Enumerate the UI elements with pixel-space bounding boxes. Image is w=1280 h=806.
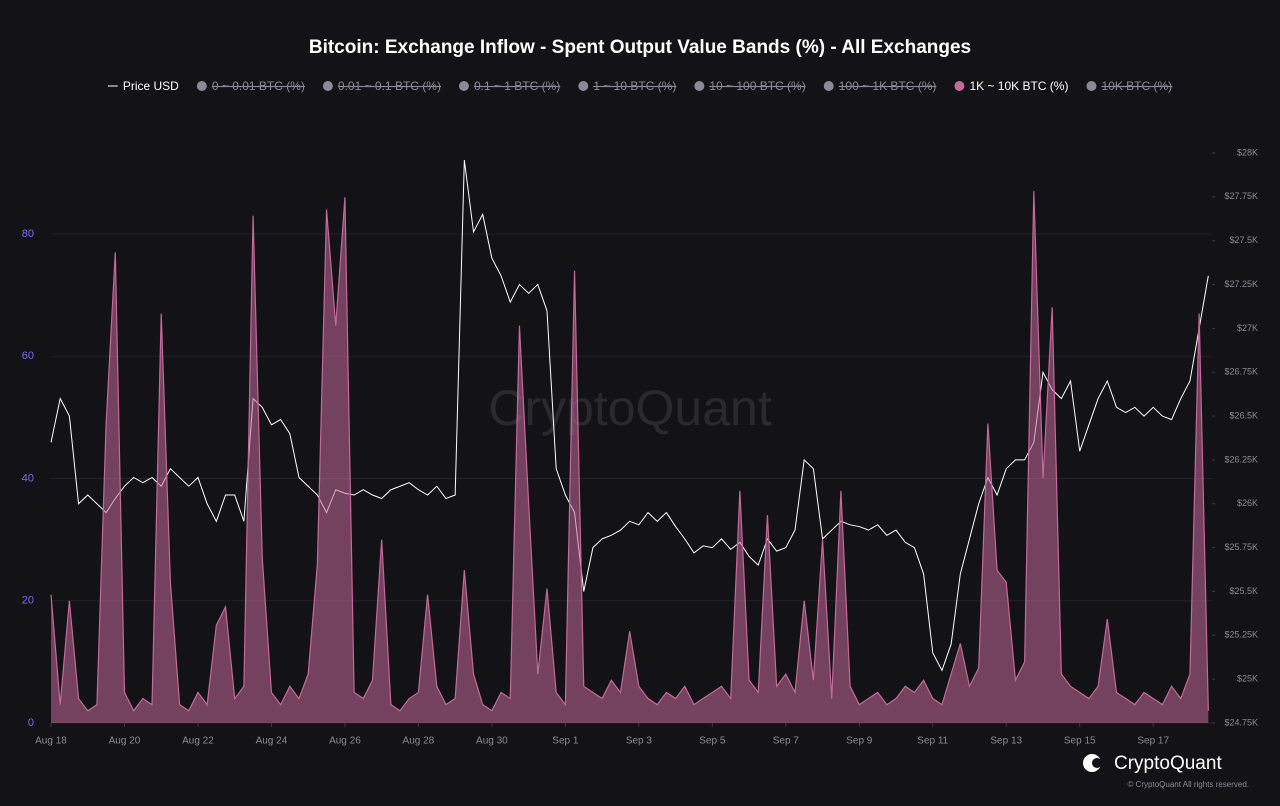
- legend-item[interactable]: 0 ~ 0.01 BTC (%): [196, 79, 305, 93]
- legend-item[interactable]: Price USD: [107, 79, 179, 93]
- y2-tick-label: $25.25K: [1224, 630, 1258, 640]
- legend-swatch: [823, 81, 834, 91]
- y-tick-label: 40: [22, 472, 34, 484]
- y2-tick-label: $26.5K: [1229, 410, 1258, 420]
- legend-item[interactable]: 10K BTC (%): [1086, 79, 1172, 93]
- x-tick-label: Sep 9: [846, 736, 873, 747]
- x-tick-label: Aug 22: [182, 736, 214, 747]
- y-tick-label: 80: [22, 228, 34, 240]
- watermark: CryptoQuant: [488, 380, 772, 436]
- legend-label: 100 ~ 1K BTC (%): [839, 79, 937, 93]
- x-tick-label: Sep 13: [990, 736, 1022, 747]
- legend-label: 1K ~ 10K BTC (%): [969, 79, 1068, 93]
- legend-item[interactable]: 1 ~ 10 BTC (%): [578, 79, 676, 93]
- x-tick-label: Sep 1: [552, 736, 579, 747]
- legend-label: 10K BTC (%): [1101, 79, 1172, 93]
- x-tick-label: Sep 17: [1137, 736, 1169, 747]
- legend-item[interactable]: 100 ~ 1K BTC (%): [823, 79, 937, 93]
- x-tick-label: Aug 26: [329, 736, 361, 747]
- y-tick-label: 0: [28, 717, 34, 729]
- x-tick-label: Sep 15: [1064, 736, 1096, 747]
- y-tick-label: 20: [22, 595, 34, 607]
- x-tick-label: Aug 24: [256, 736, 288, 747]
- legend-label: 0.01 ~ 0.1 BTC (%): [338, 79, 441, 93]
- legend-swatch: [954, 81, 965, 91]
- y2-tick-label: $27.5K: [1229, 235, 1258, 245]
- y2-tick-label: $27.25K: [1224, 279, 1258, 289]
- legend-swatch: [694, 81, 705, 91]
- x-tick-label: Aug 30: [476, 736, 508, 747]
- legend-label: 0.1 ~ 1 BTC (%): [474, 79, 560, 93]
- y2-tick-label: $27.75K: [1224, 191, 1258, 201]
- legend-item[interactable]: 10 ~ 100 BTC (%): [694, 79, 806, 93]
- y2-tick-label: $27K: [1237, 323, 1258, 333]
- y2-tick-label: $25.5K: [1229, 586, 1258, 596]
- y2-tick-label: $28K: [1237, 147, 1258, 157]
- x-tick-label: Sep 7: [773, 736, 800, 747]
- legend-label: 1 ~ 10 BTC (%): [593, 79, 676, 93]
- legend-label: Price USD: [123, 79, 179, 93]
- brand-name: CryptoQuant: [1114, 753, 1222, 774]
- x-tick-label: Sep 3: [626, 736, 653, 747]
- legend-label: 10 ~ 100 BTC (%): [709, 79, 805, 93]
- x-tick-label: Aug 18: [35, 736, 67, 747]
- legend-swatch: [578, 81, 589, 91]
- legend-item[interactable]: 1K ~ 10K BTC (%): [954, 79, 1068, 93]
- legend-swatch: [458, 81, 469, 91]
- legend-label: 0 ~ 0.01 BTC (%): [212, 79, 305, 93]
- inflow-area: [51, 191, 1209, 723]
- chart-title: Bitcoin: Exchange Inflow - Spent Output …: [309, 37, 971, 58]
- copyright: © CryptoQuant All rights reserved.: [1128, 780, 1250, 789]
- y2-tick-label: $26.25K: [1224, 454, 1258, 464]
- y2-tick-label: $24.75K: [1224, 717, 1258, 727]
- price-line: [50, 159, 1209, 672]
- legend-swatch: [1086, 81, 1097, 91]
- legend-item[interactable]: 0.01 ~ 0.1 BTC (%): [322, 79, 441, 93]
- y2-tick-label: $25K: [1237, 674, 1258, 684]
- y2-tick-label: $26.75K: [1224, 367, 1258, 377]
- logo-icon-cut: [1092, 758, 1102, 768]
- x-tick-label: Aug 28: [403, 736, 435, 747]
- y-tick-label: 60: [22, 350, 34, 362]
- y2-tick-label: $26K: [1237, 498, 1258, 508]
- inflow-line: [50, 191, 1209, 712]
- legend-swatch: [196, 81, 207, 91]
- legend: Price USD 0 ~ 0.01 BTC (%) 0.01 ~ 0.1 BTC …: [107, 79, 1172, 93]
- legend-swatch: [322, 81, 333, 91]
- x-tick-label: Sep 11: [917, 736, 948, 747]
- x-tick-label: Sep 5: [699, 736, 726, 747]
- legend-item[interactable]: 0.1 ~ 1 BTC (%): [458, 79, 560, 93]
- x-tick-label: Aug 20: [109, 736, 141, 747]
- brand-logo: [1083, 754, 1102, 772]
- y2-tick-label: $25.75K: [1224, 542, 1258, 552]
